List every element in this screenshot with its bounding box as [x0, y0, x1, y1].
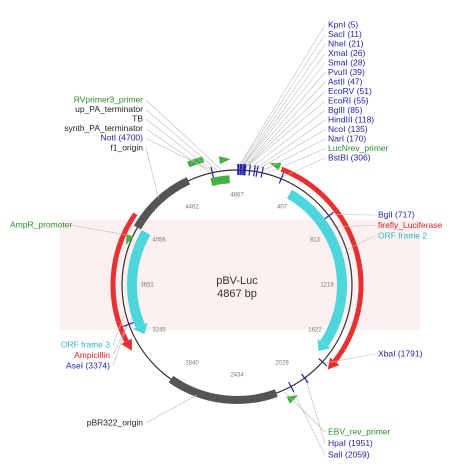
plasmid-name: pBV-Luc: [216, 275, 258, 287]
ruler-label: 2434: [230, 373, 244, 379]
leader-line: [245, 101, 325, 168]
feature-label: XmaI (26): [328, 48, 365, 58]
feature-label: ORF frame 3: [61, 339, 110, 349]
ruler-label: 407: [277, 205, 288, 211]
leader-line: [146, 100, 221, 169]
feature-label: EcoRI (55): [328, 95, 369, 105]
feature-label: SalI (2059): [328, 449, 370, 459]
site-tick: [243, 164, 244, 175]
feature-label: ORF frame 2: [378, 230, 427, 240]
feature-label: pBR322_origin: [87, 417, 144, 427]
feature-label: firefly_Luciferase: [378, 220, 443, 230]
site-tick: [302, 374, 308, 383]
site-tick: [254, 165, 256, 176]
feature-label: KpnI (5): [328, 19, 358, 29]
ruler-label: 2029: [275, 361, 289, 367]
feature-label: HindIII (118): [328, 114, 374, 124]
leader-line: [282, 158, 325, 177]
feature-label: LucNrev_primer: [328, 143, 389, 153]
leader-line: [250, 111, 325, 169]
feature-label: BstBI (306): [328, 152, 371, 162]
feature-label: AseI (3374): [66, 360, 110, 370]
site-tick: [249, 165, 250, 176]
leader-line: [241, 54, 325, 169]
leader-line: [263, 139, 325, 171]
feature-label: f1_origin: [110, 142, 143, 152]
feature-label: EcoRV (51): [328, 86, 372, 96]
leader-line: [146, 395, 197, 423]
feature-label: NheI (21): [328, 38, 364, 48]
leader-line: [244, 82, 325, 168]
leader-line: [239, 35, 325, 169]
feature-label: NcoI (135): [328, 124, 368, 134]
leader-line: [146, 148, 159, 198]
leader-line: [238, 25, 325, 168]
leader-line: [241, 63, 325, 168]
pbr322-origin: [171, 379, 276, 400]
leader-line: [146, 138, 212, 170]
ruler-label: 3651: [140, 283, 154, 289]
feature-label: Ampicillin: [74, 350, 110, 360]
leader-line: [285, 392, 325, 432]
leader-line: [146, 129, 209, 172]
feature-label: BglI (717): [378, 209, 415, 219]
ruler-label: 1218: [320, 283, 334, 289]
ruler-label: 2840: [185, 361, 199, 367]
feature-label: PvuII (39): [328, 67, 365, 77]
feature-label: synth_PA_terminator: [64, 123, 143, 133]
ruler-label: 813: [310, 238, 321, 244]
feature-label: SacI (11): [328, 29, 362, 39]
ruler-label: 3245: [152, 328, 166, 334]
leader-line: [146, 119, 213, 170]
feature-label: HpaI (1951): [328, 438, 373, 448]
leader-line: [146, 110, 217, 170]
site-tick: [245, 164, 246, 175]
feature-label: AmpR_promoter: [10, 219, 73, 229]
feature-label: up_PA_terminator: [75, 104, 143, 114]
leader-line: [306, 380, 325, 444]
ruler-label: 1622: [308, 328, 322, 334]
feature-label: XbaI (1791): [378, 348, 423, 358]
feature-label: SmaI (28): [328, 57, 365, 67]
feature-label: NarI (170): [328, 133, 366, 143]
feature-label: NotI (4700): [100, 133, 143, 143]
feature-label: BglII (85): [328, 105, 363, 115]
ruler-label: 4462: [185, 205, 199, 211]
plasmid-size: 4867 bp: [217, 288, 257, 300]
primer: [219, 156, 230, 164]
leader-line: [324, 354, 375, 363]
ruler-label: 4056: [152, 238, 166, 244]
leader-line: [269, 149, 325, 173]
ruler-label: 4867: [230, 193, 244, 199]
leader-line: [292, 388, 325, 455]
feature-label: AstII (47): [328, 76, 363, 86]
feature-label: RVprimer3_primer: [74, 94, 143, 104]
terminator: [211, 179, 229, 182]
feature-label: EBV_rev_primer: [328, 426, 391, 436]
feature-label: TB: [132, 113, 143, 123]
